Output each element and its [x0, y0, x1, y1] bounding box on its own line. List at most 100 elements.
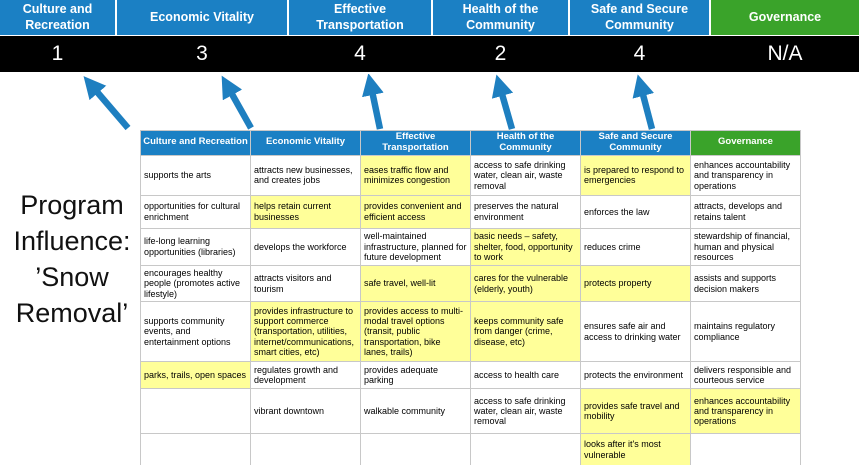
title-line-2: Influence: — [13, 225, 131, 256]
matrix-cell-r4-c1: encourages healthy people (promotes acti… — [141, 265, 251, 303]
matrix-cell-r5-c3: provides access to multi-modal travel op… — [361, 302, 471, 363]
matrix-cell-text: stewardship of financial, human and phys… — [694, 231, 791, 263]
matrix-cell-r1-c6: enhances accountability and transparency… — [691, 155, 801, 196]
matrix-cell-text: provides convenient and efficient access — [364, 201, 462, 222]
title-line-4: Removal’ — [15, 297, 129, 328]
matrix-cell-text: encourages healthy people (promotes acti… — [144, 267, 241, 299]
matrix-cell-r7-c2: vibrant downtown — [251, 389, 361, 435]
matrix-cell-r1-c4: access to safe drinking water, clean air… — [471, 155, 581, 196]
pillar-header-1: Economic Vitality — [117, 0, 287, 35]
matrix-cell-r8-c4 — [471, 434, 581, 465]
pillar-header-row: Culture and Recreation Economic Vitality E… — [0, 0, 859, 35]
matrix-cell-r2-c1: opportunities for cultural enrichment — [141, 195, 251, 229]
matrix-cell-r4-c2: attracts visitors and tourism — [251, 265, 361, 303]
matrix-cell-r2-c4: preserves the natural environment — [471, 195, 581, 229]
matrix-cell-r2-c3: provides convenient and efficient access — [361, 195, 471, 229]
matrix-cell-text: access to safe drinking water, clean air… — [474, 395, 566, 427]
pillar-score-5: N/A — [767, 42, 803, 65]
title-line-3: ’Snow — [35, 261, 109, 292]
matrix-cell-r2-c2: helps retain current businesses — [251, 195, 361, 229]
pillar-score-2: 4 — [354, 42, 366, 65]
matrix-header-0: Culture and Recreation — [141, 131, 251, 156]
pillar-header-3: Health of the Community — [433, 0, 568, 35]
matrix-cell-r1-c2: attracts new businesses, and creates job… — [251, 155, 361, 196]
pillar-score-4: 4 — [633, 42, 646, 65]
matrix-cell-r4-c4: cares for the vulnerable (elderly, youth… — [471, 265, 581, 303]
matrix-cell-r7-c1 — [141, 389, 251, 435]
matrix-cell-r5-c5: ensures safe air and access to drinking … — [581, 302, 691, 363]
matrix-cell-text: opportunities for cultural enrichment — [144, 201, 241, 222]
matrix-cell-r3-c1: life-long learning opportunities (librar… — [141, 228, 251, 266]
matrix-cell-text: develops the workforce — [254, 241, 347, 252]
matrix-cell-r5-c4: keeps community safe from danger (crime,… — [471, 302, 581, 363]
matrix-cell-r8-c6 — [691, 434, 801, 465]
pillar-score-0: 1 — [51, 42, 64, 65]
matrix-cell-r8-c3 — [361, 434, 471, 465]
matrix-cell-r4-c5: protects property — [581, 265, 691, 303]
influence-arrow-safety — [632, 74, 656, 130]
matrix-cell-r2-c6: attracts, develops and retains talent — [691, 195, 801, 229]
matrix-cell-r6-c4: access to health care — [471, 362, 581, 390]
matrix-cell-text: access to health care — [474, 369, 560, 380]
influence-arrow-health — [491, 74, 516, 130]
matrix-cell-r5-c6: maintains regulatory compliance — [691, 302, 801, 363]
matrix-cell-text: preserves the natural environment — [474, 201, 559, 222]
matrix-cell-text: keeps community safe from danger (crime,… — [474, 316, 564, 347]
matrix-cell-text: attracts visitors and tourism — [254, 273, 332, 294]
matrix-cell-text: attracts new businesses, and creates job… — [254, 164, 353, 186]
matrix-cell-r3-c3: well-maintained infrastructure, planned … — [361, 228, 471, 266]
matrix-cell-text: well-maintained infrastructure, planned … — [364, 231, 467, 263]
matrix-cell-text: life-long learning opportunities (librar… — [144, 236, 236, 257]
title-line-1: Program — [20, 190, 124, 220]
matrix-cell-text: ensures safe air and access to drinking … — [584, 321, 681, 342]
matrix-cell-text: provides access to multi-modal travel op… — [364, 305, 464, 358]
matrix-cell-r1-c1: supports the arts — [141, 155, 251, 196]
matrix-cell-text: basic needs – safety, shelter, food, opp… — [474, 231, 573, 263]
pillar-header-2: Effective Transportation — [289, 0, 431, 35]
matrix-cell-r6-c3: provides adequate parking — [361, 362, 471, 390]
matrix-cell-r3-c2: develops the workforce — [251, 228, 361, 266]
matrix-cell-r6-c5: protects the environment — [581, 362, 691, 390]
matrix-cell-r8-c1 — [141, 434, 251, 465]
matrix-cell-text: enhances accountability and transparency… — [694, 395, 791, 427]
matrix-cell-r6-c2: regulates growth and development — [251, 362, 361, 390]
matrix-cell-r8-c2 — [251, 434, 361, 465]
matrix-cell-r8-c5: looks after it's most vulnerable — [581, 434, 691, 465]
matrix-cell-text: regulates growth and development — [254, 364, 339, 386]
matrix-cell-text: enhances accountability and transparency… — [694, 159, 791, 191]
matrix-cell-r5-c1: supports community events, and entertain… — [141, 302, 251, 363]
matrix-cell-text: assists and supports decision makers — [694, 273, 777, 294]
matrix-cell-r3-c6: stewardship of financial, human and phys… — [691, 228, 801, 266]
matrix-header-3: Health of the Community — [471, 131, 581, 156]
pillar-score-1: 3 — [196, 42, 208, 65]
matrix-cell-text: reduces crime — [584, 241, 641, 252]
matrix-cell-text: enforces the law — [584, 206, 650, 217]
influence-arrow-economic — [221, 75, 254, 130]
matrix-cell-r5-c2: provides infrastructure to support comme… — [251, 302, 361, 363]
matrix-cell-text: parks, trails, open spaces — [144, 369, 247, 380]
pillar-header-0: Culture and Recreation — [0, 0, 115, 35]
matrix-cell-r7-c5: provides safe travel and mobility — [581, 389, 691, 435]
score-band: 1 3 4 2 4 N/A — [0, 36, 859, 72]
influence-matrix-table: Culture and Recreation Economic Vitality E… — [140, 130, 801, 465]
pillar-header-5: Governance — [711, 0, 859, 35]
matrix-cell-text: vibrant downtown — [254, 405, 325, 416]
matrix-cell-r7-c3: walkable community — [361, 389, 471, 435]
matrix-cell-text: is prepared to respond to emergencies — [584, 164, 685, 186]
matrix-cell-r1-c3: eases traffic flow and minimizes congest… — [361, 155, 471, 196]
matrix-cell-r1-c5: is prepared to respond to emergencies — [581, 155, 691, 196]
matrix-cell-text: provides adequate parking — [364, 364, 439, 386]
matrix-cell-text: safe travel, well-lit — [364, 278, 436, 289]
influence-arrow-transportation — [362, 74, 384, 130]
matrix-cell-text: access to safe drinking water, clean air… — [474, 159, 566, 191]
matrix-cell-text: looks after it's most vulnerable — [584, 439, 661, 460]
matrix-cell-text: supports the arts — [144, 170, 212, 181]
influence-arrow-culture — [83, 76, 131, 131]
matrix-cell-text: helps retain current businesses — [254, 201, 332, 222]
matrix-cell-r4-c6: assists and supports decision makers — [691, 265, 801, 303]
matrix-cell-text: protects property — [584, 278, 652, 289]
matrix-cell-r7-c6: enhances accountability and transparency… — [691, 389, 801, 435]
matrix-cell-text: maintains regulatory compliance — [694, 321, 776, 342]
matrix-cell-text: walkable community — [364, 405, 446, 416]
